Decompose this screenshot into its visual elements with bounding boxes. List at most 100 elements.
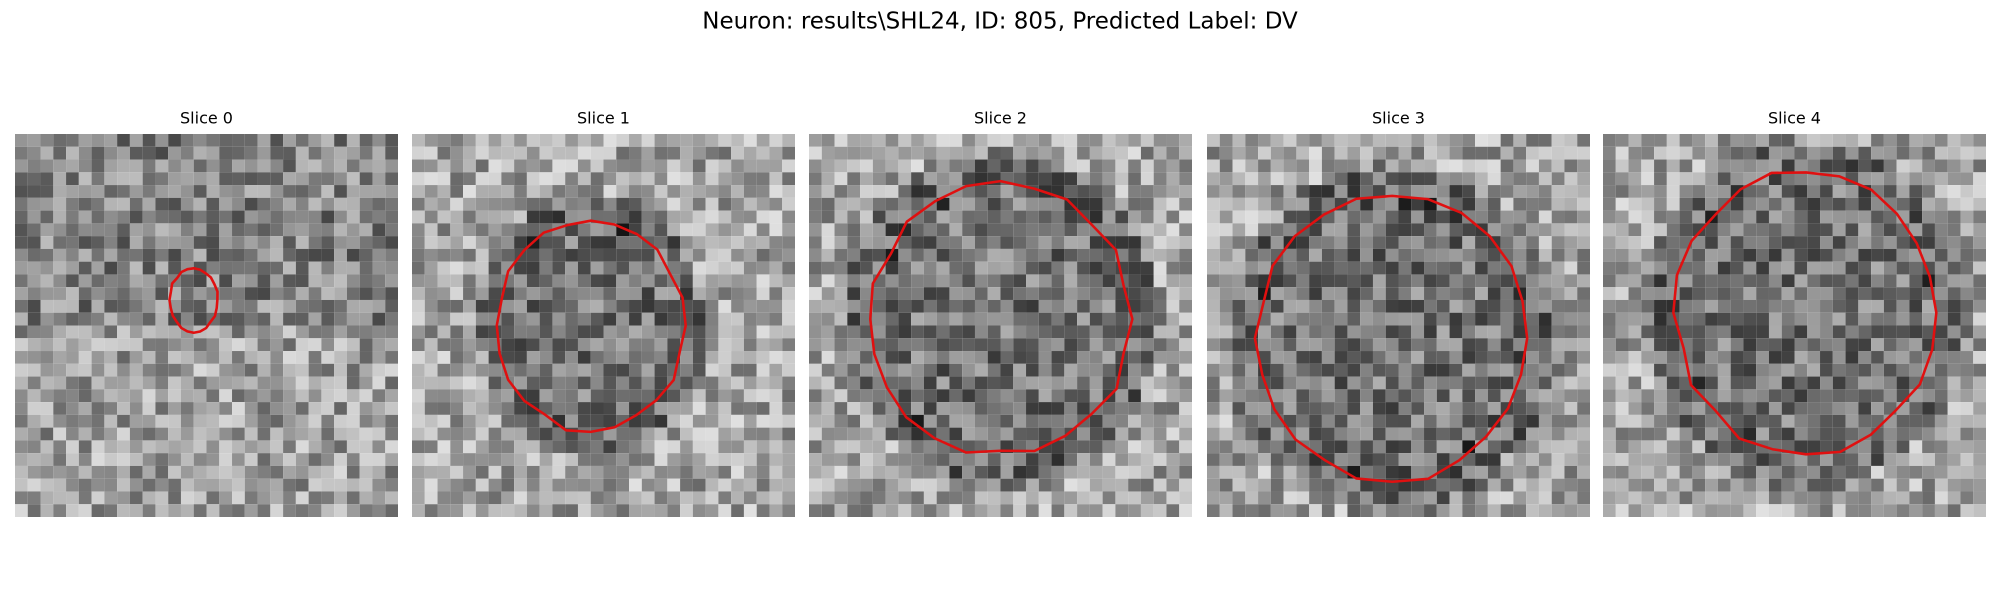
- pixel: [1934, 248, 1948, 262]
- pixel: [78, 453, 92, 466]
- pixel: [40, 504, 54, 517]
- pixel: [168, 185, 181, 198]
- pixel: [1666, 261, 1680, 275]
- pixel: [372, 351, 386, 364]
- pixel: [1166, 402, 1180, 415]
- pixel: [437, 351, 451, 364]
- pixel: [1166, 389, 1180, 403]
- pixel: [1807, 134, 1821, 147]
- pixel: [641, 504, 655, 517]
- pixel: [1947, 159, 1961, 173]
- pixel: [1832, 312, 1846, 326]
- pixel: [743, 146, 757, 160]
- pixel: [1692, 299, 1706, 313]
- pixel: [974, 134, 988, 147]
- pixel: [616, 274, 630, 288]
- pixel: [117, 453, 130, 466]
- pixel: [1666, 491, 1680, 505]
- pixel: [860, 134, 873, 147]
- pixel: [1730, 402, 1744, 415]
- pixel: [1000, 287, 1014, 300]
- pixel: [1628, 440, 1642, 454]
- pixel: [1153, 159, 1167, 173]
- pixel: [1000, 363, 1014, 377]
- pixel: [91, 389, 105, 403]
- pixel: [359, 504, 373, 517]
- pixel: [346, 312, 360, 326]
- pixel: [1064, 159, 1078, 173]
- pixel: [1641, 299, 1655, 313]
- pixel: [629, 453, 642, 466]
- pixel: [705, 478, 719, 492]
- pixel: [1513, 172, 1527, 186]
- pixel: [847, 299, 861, 313]
- pixel: [372, 453, 386, 466]
- pixel: [769, 363, 783, 377]
- pixel: [1934, 491, 1948, 505]
- pixel: [206, 504, 220, 517]
- pixel: [1500, 248, 1514, 262]
- pixel: [1102, 261, 1116, 275]
- pixel: [501, 197, 515, 211]
- pixel: [1115, 197, 1129, 211]
- pixel: [295, 402, 309, 415]
- pixel: [1077, 287, 1090, 300]
- pixel: [526, 504, 540, 517]
- pixel: [334, 351, 347, 364]
- pixel: [756, 274, 770, 288]
- pixel: [437, 440, 451, 454]
- pixel: [526, 197, 540, 211]
- pixel: [359, 453, 373, 466]
- pixel: [1717, 134, 1731, 147]
- pixel: [1334, 389, 1348, 403]
- pixel: [743, 172, 757, 186]
- pixel: [1051, 504, 1065, 517]
- pixel: [514, 159, 527, 173]
- pixel: [232, 504, 245, 517]
- pixel: [1166, 185, 1180, 198]
- pixel: [1883, 338, 1897, 352]
- pixel: [1207, 185, 1220, 198]
- pixel: [1026, 414, 1039, 428]
- pixel: [756, 414, 770, 428]
- pixel: [1334, 274, 1348, 288]
- pixel: [475, 287, 489, 300]
- pixel: [769, 236, 783, 249]
- pixel: [731, 325, 744, 339]
- pixel: [66, 172, 79, 186]
- pixel: [206, 223, 220, 237]
- pixel: [756, 146, 770, 160]
- pixel: [1832, 274, 1846, 288]
- pixel: [1883, 248, 1897, 262]
- pixel: [1743, 389, 1757, 403]
- pixel: [66, 453, 79, 466]
- pixel: [168, 223, 181, 237]
- pixel: [1845, 491, 1859, 505]
- pixel: [1960, 427, 1974, 441]
- pixel: [1730, 389, 1744, 403]
- pixel: [743, 478, 757, 492]
- pixel: [1896, 389, 1910, 403]
- pixel: [206, 338, 220, 352]
- pixel: [692, 159, 706, 173]
- pixel: [168, 389, 181, 403]
- pixel: [1756, 402, 1769, 415]
- pixel: [450, 427, 464, 441]
- pixel: [1360, 185, 1373, 198]
- pixel: [1679, 491, 1693, 505]
- pixel: [346, 210, 360, 224]
- pixel: [27, 287, 41, 300]
- pixel: [219, 261, 233, 275]
- pixel: [1309, 261, 1322, 275]
- pixel: [1896, 363, 1910, 377]
- pixel: [949, 248, 963, 262]
- pixel: [718, 274, 732, 288]
- pixel: [577, 402, 591, 415]
- pixel: [756, 351, 770, 364]
- pixel: [1794, 338, 1808, 352]
- pixel: [27, 248, 41, 262]
- pixel: [539, 389, 553, 403]
- pixel: [412, 504, 425, 517]
- pixel: [1960, 172, 1974, 186]
- pixel: [590, 146, 604, 160]
